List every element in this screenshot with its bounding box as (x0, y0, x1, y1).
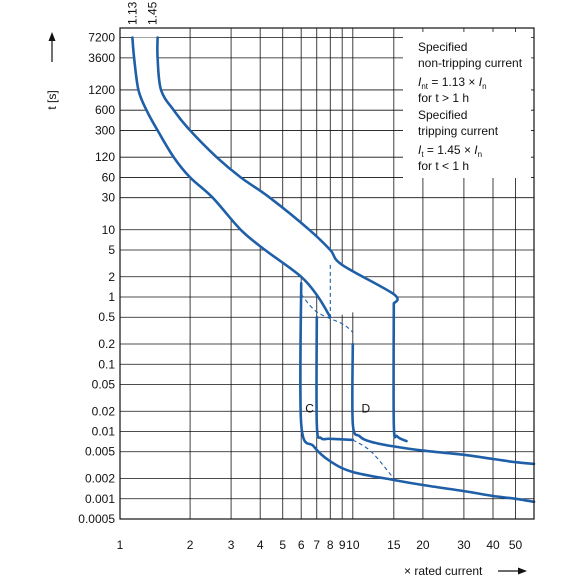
dashed-lines (300, 264, 395, 479)
curve-band (131, 36, 536, 504)
y-tick-label: 7200 (88, 31, 115, 45)
note-line-8: for t < 1 h (418, 159, 469, 173)
dashed-line-2 (352, 439, 395, 479)
y-tick-label: 10 (102, 223, 116, 237)
series-line-3 (315, 315, 355, 442)
x-tick-label: 40 (486, 538, 500, 552)
y-tick-label: 0.005 (85, 445, 115, 459)
y-tick-label: 0.1 (98, 357, 115, 371)
x-tick-label: 50 (509, 538, 523, 552)
x-tick-label: 1 (117, 538, 124, 552)
y-tick-label: 2 (108, 270, 115, 284)
x-tick-label: 10 (346, 538, 360, 552)
note-line-4: for t > 1 h (418, 91, 469, 105)
y-tick-label: 0.0005 (78, 512, 115, 526)
x-tick-label: 15 (387, 538, 401, 552)
y-tick-label: 0.01 (92, 425, 116, 439)
x-tick-label: 4 (257, 538, 264, 552)
note-line-5: Specified (418, 108, 467, 122)
series-line-4 (351, 342, 536, 466)
y-tick-label: 1 (108, 290, 115, 304)
curve-label-1-13: 1.13 (125, 1, 139, 25)
note-line-6: tripping current (418, 124, 499, 138)
x-tick-label: 7 (313, 538, 320, 552)
y-tick-label: 0.5 (98, 310, 115, 324)
curve-label-d: D (362, 401, 371, 415)
x-axis-label: × rated current (404, 564, 483, 578)
y-tick-labels: 7200 3600 1200 600 300 120 60 30 10 5 2 1 0.5 0.2 0.1 0… (78, 31, 115, 526)
series-line-0 (131, 36, 332, 319)
y-tick-label: 600 (95, 103, 115, 117)
y-axis-label: t [s] (45, 90, 59, 109)
y-tick-label: 5 (108, 243, 115, 257)
dashed-line-0 (300, 293, 354, 333)
y-tick-label: 0.002 (85, 472, 115, 486)
x-tick-label: 8 (327, 538, 334, 552)
y-tick-label: 60 (102, 170, 116, 184)
note-line-7: It = 1.45 × In (418, 143, 482, 159)
y-tick-label: 0.2 (98, 337, 115, 351)
x-tick-label: 6 (298, 538, 305, 552)
y-tick-label: 120 (95, 150, 115, 164)
note-line-1: Specified (418, 40, 467, 54)
y-tick-label: 0.02 (92, 404, 116, 418)
y-tick-label: 300 (95, 123, 115, 137)
y-tick-label: 1200 (88, 83, 115, 97)
y-tick-label: 30 (102, 191, 116, 205)
y-tick-label: 0.05 (92, 377, 116, 391)
x-tick-label: 20 (416, 538, 430, 552)
plot-frame (119, 27, 535, 520)
y-tick-label: 0.001 (85, 492, 115, 506)
x-tick-label: 30 (457, 538, 471, 552)
note-line-3: Int = 1.13 × In (418, 75, 487, 91)
curve-label-1-45: 1.45 (146, 1, 160, 25)
series-line-2 (298, 282, 536, 504)
x-tick-label: 9 (339, 538, 346, 552)
specification-note: Specified non-tripping current Int = 1.1… (403, 32, 531, 178)
band-fill (132, 37, 398, 318)
x-tick-label: 3 (228, 538, 235, 552)
x-axis-arrow (498, 567, 527, 575)
series-line-1 (156, 36, 399, 305)
y-tick-label: 3600 (88, 51, 115, 65)
x-tick-label: 2 (187, 538, 194, 552)
series-line-5 (392, 302, 408, 443)
x-tick-labels: 1 2 3 4 5 6 7 8 9 10 15 20 30 40 50 (117, 538, 523, 552)
x-tick-label: 5 (279, 538, 286, 552)
y-axis-arrow (48, 32, 56, 62)
curve-label-c: C (305, 401, 314, 415)
note-line-2: non-tripping current (418, 56, 523, 70)
